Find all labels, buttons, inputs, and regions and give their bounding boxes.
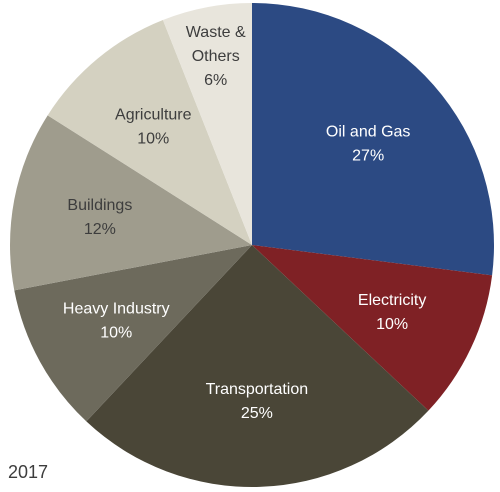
slice-name: Electricity: [358, 292, 426, 309]
slice-label-heavy-industry: Heavy Industry 10%: [63, 301, 170, 342]
slice-value: 10%: [376, 316, 408, 333]
slice-value: 10%: [137, 131, 169, 148]
year-label: 2017: [8, 462, 48, 482]
slice-name: Agriculture: [115, 107, 192, 124]
slice-label-transportation: Transportation 25%: [206, 381, 309, 422]
slice-name: Others: [192, 48, 240, 65]
slice-oil-and-gas: [252, 3, 494, 276]
slice-name: Heavy Industry: [63, 301, 170, 318]
slice-value: 6%: [204, 72, 227, 89]
slice-agriculture: [47, 19, 253, 245]
slice-name: Oil and Gas: [326, 124, 410, 141]
slice-name: Buildings: [67, 197, 132, 214]
slice-value: 10%: [100, 325, 132, 342]
pie-labels: Oil and Gas 27% Electricity 10% Transportati…: [63, 24, 426, 422]
slice-label-waste-others: Waste & Others 6%: [186, 24, 246, 89]
slice-name: Waste &: [186, 24, 246, 41]
slice-value: 25%: [241, 405, 273, 422]
slice-value: 27%: [352, 148, 384, 165]
slice-buildings: [9, 115, 252, 291]
slice-label-oil-and-gas: Oil and Gas 27%: [326, 124, 410, 165]
pie-slices: [9, 3, 494, 487]
slice-label-buildings: Buildings 12%: [67, 197, 132, 238]
slice-transportation: [86, 245, 429, 487]
slice-label-electricity: Electricity 10%: [358, 292, 426, 333]
slice-label-agriculture: Agriculture 10%: [115, 107, 192, 148]
slice-electricity: [252, 245, 493, 411]
slice-name: Transportation: [206, 381, 309, 398]
slice-waste-others: [162, 3, 252, 245]
slice-value: 12%: [84, 221, 116, 238]
slice-heavy-industry: [14, 245, 253, 422]
